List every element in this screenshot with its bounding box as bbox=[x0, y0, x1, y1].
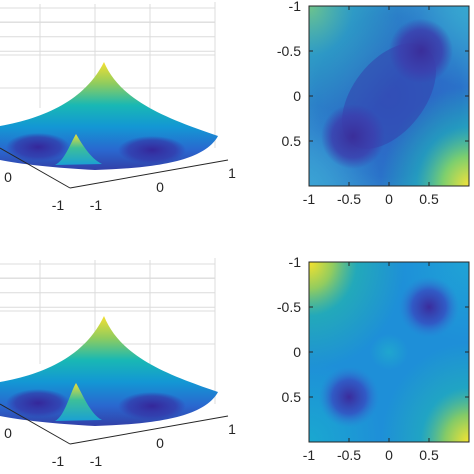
x-tick-label: -0.5 bbox=[337, 191, 361, 207]
axis-x-line bbox=[69, 415, 229, 445]
x-tick-label: 0.5 bbox=[419, 191, 439, 207]
x-tick-label: -1 bbox=[303, 447, 316, 463]
axis-x-line bbox=[69, 159, 229, 189]
surface-mesh bbox=[0, 62, 218, 170]
heatmap-ticks: -1 -0.5 0 0.5 -1 -0.5 0 0.5 bbox=[277, 0, 469, 207]
x-tick-label: -0.5 bbox=[337, 447, 361, 463]
surface-plot-top: -1 0 1 -1 0 bbox=[0, 2, 236, 213]
surface-minimum-right bbox=[118, 136, 186, 164]
y-tick-label: 0.5 bbox=[282, 389, 302, 405]
y-tick-label: -1 bbox=[289, 0, 302, 14]
axis-y-line bbox=[0, 147, 71, 189]
x-tick-label: -1 bbox=[303, 191, 316, 207]
heatmap-minimum-1 bbox=[389, 18, 453, 84]
x-tick-label: 1 bbox=[228, 421, 236, 437]
x-tick-label: 0.5 bbox=[419, 447, 439, 463]
heatmap-image bbox=[309, 262, 469, 442]
y-tick-label: -0.5 bbox=[277, 299, 301, 315]
y-tick-label: -1 bbox=[52, 197, 65, 213]
x-tick-label: 0 bbox=[156, 179, 164, 195]
surface-mesh bbox=[0, 316, 218, 426]
surface-minimum-left bbox=[6, 133, 70, 161]
y-tick-label: -1 bbox=[52, 453, 65, 469]
y-tick-label: 0 bbox=[4, 169, 12, 185]
surface-grid bbox=[0, 2, 216, 148]
x-tick-label: 1 bbox=[228, 165, 236, 181]
surface-minimum-left bbox=[6, 389, 70, 417]
surface-grid bbox=[0, 258, 216, 404]
x-tick-label: -1 bbox=[90, 197, 103, 213]
y-tick-label: 0 bbox=[293, 344, 301, 360]
x-tick-label: 0 bbox=[385, 447, 393, 463]
x-tick-label: -1 bbox=[90, 453, 103, 469]
heatmap-top: -1 -0.5 0 0.5 -1 -0.5 0 0.5 bbox=[277, 0, 470, 207]
heatmap-ticks: -1 -0.5 0 0.5 -1 -0.5 0 0.5 bbox=[277, 254, 469, 463]
y-tick-label: -1 bbox=[289, 254, 302, 270]
surface-tick-labels: -1 0 1 -1 0 bbox=[4, 165, 236, 213]
surface-tick-labels: -1 0 1 -1 0 bbox=[4, 421, 236, 469]
heatmap-minimum-1 bbox=[398, 276, 460, 338]
y-tick-label: 0 bbox=[4, 425, 12, 441]
surface-ridge bbox=[55, 134, 102, 165]
y-tick-label: -0.5 bbox=[277, 43, 301, 59]
x-tick-label: 0 bbox=[385, 191, 393, 207]
heatmap-saddle bbox=[369, 334, 409, 370]
heatmap-image bbox=[309, 6, 469, 186]
heatmap-minimum-2 bbox=[321, 104, 385, 169]
surface-axes bbox=[0, 147, 229, 189]
x-tick-label: 0 bbox=[156, 435, 164, 451]
surface-plot-bottom: -1 0 1 -1 0 bbox=[0, 258, 236, 469]
heatmap-minimum-2 bbox=[318, 366, 380, 428]
surface-axes bbox=[0, 403, 229, 445]
surface-minimum-right bbox=[118, 392, 186, 420]
axis-y-line bbox=[0, 403, 71, 445]
surface-ridge bbox=[55, 383, 102, 421]
y-tick-label: 0 bbox=[293, 88, 301, 104]
heatmap-bottom: -1 -0.5 0 0.5 -1 -0.5 0 0.5 bbox=[277, 254, 470, 463]
y-tick-label: 0.5 bbox=[282, 133, 302, 149]
